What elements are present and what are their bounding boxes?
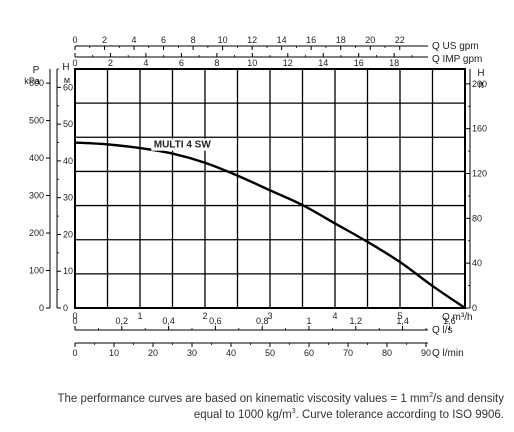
tick-label-imp-gpm: 18	[389, 58, 399, 68]
tick-label-h-m: 50	[63, 119, 73, 129]
tick-label-us-gpm: 0	[72, 35, 77, 45]
tick-label-m3h: 3	[267, 311, 272, 321]
axis-label-imp-gpm: Q IMP gpm	[432, 54, 482, 65]
tick-label-us-gpm: 2	[102, 35, 107, 45]
axis-unit-m: м	[64, 75, 70, 85]
plot-frame	[74, 68, 466, 309]
tick-label-lmin: 0	[72, 348, 77, 358]
tick-label-us-gpm: 10	[218, 35, 228, 45]
tick-label-us-gpm: 16	[306, 35, 316, 45]
tick-label-p-kpa: 500	[29, 116, 44, 126]
tick-label-us-gpm: 4	[132, 35, 137, 45]
tick-label-h-ft: 200	[472, 79, 487, 89]
series-line-multi-4-sw	[74, 141, 466, 309]
axis-unit-h-right: H	[477, 68, 484, 79]
tick-label-h-m: 20	[63, 229, 73, 239]
axis-label-m3h: Q m³/h	[442, 312, 473, 323]
tick-label-p-kpa: 300	[29, 191, 44, 201]
tick-label-ls: 1,2	[350, 316, 363, 326]
tick-label-ls: 0,2	[116, 316, 129, 326]
tick-label-h-m: 30	[63, 193, 73, 203]
tick-label-lmin: 20	[148, 348, 158, 358]
tick-label-ls: 0,4	[162, 316, 175, 326]
tick-label-imp-gpm: 0	[72, 58, 77, 68]
tick-label-ls: 0,6	[209, 316, 222, 326]
tick-label-ls: 1,6	[443, 316, 456, 326]
tick-label-h-ft: 40	[472, 258, 482, 268]
curve-label-multi-4-sw: MULTI 4 SW	[154, 140, 212, 151]
axis-unit-h-left: H	[62, 62, 69, 73]
tick-label-h-ft: 120	[472, 169, 487, 179]
tick-label-h-m: 10	[63, 266, 73, 276]
axis-label-lmin: Q l/min	[432, 348, 464, 359]
tick-label-h-ft: 160	[472, 124, 487, 134]
axis-unit-ft: ft	[478, 80, 484, 90]
tick-label-h-ft: 0	[472, 303, 477, 313]
tick-label-m3h: 5	[397, 311, 402, 321]
tick-label-m3h: 1	[137, 311, 142, 321]
tick-label-h-m: 0	[63, 303, 68, 313]
plot-grid	[74, 68, 466, 309]
tick-label-lmin: 40	[226, 348, 236, 358]
tick-label-us-gpm: 20	[365, 35, 375, 45]
tick-label-h-m: 60	[63, 82, 73, 92]
tick-label-h-ft: 80	[472, 213, 482, 223]
tick-label-imp-gpm: 6	[179, 58, 184, 68]
tick-label-imp-gpm: 14	[318, 58, 328, 68]
tick-label-us-gpm: 14	[277, 35, 287, 45]
tick-label-lmin: 80	[382, 348, 392, 358]
axis-unit-p: P	[33, 65, 40, 76]
tick-label-us-gpm: 12	[247, 35, 257, 45]
axis-unit-kpa: kPa	[24, 76, 40, 86]
tick-label-us-gpm: 6	[161, 35, 166, 45]
tick-label-p-kpa: 200	[29, 228, 44, 238]
tick-label-imp-gpm: 16	[354, 58, 364, 68]
caption-line-2: equal to 1000 kg/m3. Curve tolerance acc…	[193, 408, 504, 421]
tick-label-ls: 1	[306, 316, 311, 326]
tick-label-p-kpa: 0	[39, 303, 44, 313]
tick-label-lmin: 60	[304, 348, 314, 358]
tick-label-imp-gpm: 8	[214, 58, 219, 68]
axis-label-us-gpm: Q US gpm	[432, 41, 479, 52]
tick-label-h-m: 40	[63, 156, 73, 166]
curve-label-background	[151, 138, 214, 151]
tick-label-imp-gpm: 12	[283, 58, 293, 68]
tick-label-us-gpm: 8	[191, 35, 196, 45]
tick-label-lmin: 90	[421, 348, 431, 358]
tick-label-m3h: 2	[202, 311, 207, 321]
caption-line-1: The performance curves are based on kine…	[57, 392, 504, 405]
tick-label-lmin: 30	[187, 348, 197, 358]
tick-label-m3h: 0	[72, 311, 77, 321]
tick-label-m3h: 4	[332, 311, 337, 321]
tick-label-lmin: 50	[265, 348, 275, 358]
tick-label-us-gpm: 22	[395, 35, 405, 45]
tick-label-ls: 0	[72, 316, 77, 326]
tick-label-ls: 1,4	[396, 316, 409, 326]
tick-label-ls: 0,8	[256, 316, 269, 326]
tick-label-imp-gpm: 2	[108, 58, 113, 68]
tick-label-us-gpm: 18	[336, 35, 346, 45]
chart-series: MULTI 4 SW	[74, 138, 466, 309]
axis-label-ls: Q l/s	[432, 325, 453, 336]
tick-label-lmin: 70	[343, 348, 353, 358]
tick-label-p-kpa: 100	[29, 266, 44, 276]
tick-label-lmin: 10	[109, 348, 119, 358]
tick-label-p-kpa: 600	[29, 78, 44, 88]
tick-label-imp-gpm: 4	[143, 58, 148, 68]
tick-label-p-kpa: 400	[29, 153, 44, 163]
tick-label-imp-gpm: 10	[247, 58, 257, 68]
chart-axes	[46, 45, 471, 347]
